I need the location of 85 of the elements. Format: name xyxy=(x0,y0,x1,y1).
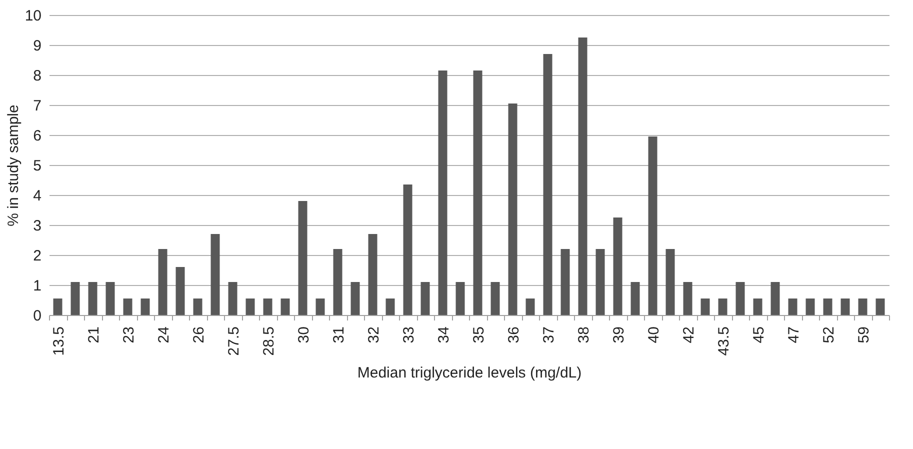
x-tick-label: 39 xyxy=(610,326,628,344)
y-tick-label: 9 xyxy=(33,38,42,54)
bar xyxy=(368,234,378,315)
x-tick-label: 38 xyxy=(575,326,592,344)
bar xyxy=(648,136,658,315)
bar xyxy=(123,298,132,315)
x-tick-label: 26 xyxy=(190,326,208,344)
x-tick-label: 45 xyxy=(750,326,768,344)
bar xyxy=(280,298,290,315)
bar xyxy=(140,298,150,315)
bar xyxy=(840,298,850,315)
bar xyxy=(543,54,552,315)
bar xyxy=(350,282,360,315)
bar xyxy=(596,249,605,315)
x-tick-label: 59 xyxy=(855,326,872,344)
bar xyxy=(316,298,325,315)
bar xyxy=(263,298,272,315)
y-tick-label: 5 xyxy=(33,158,42,174)
x-tick-label: 52 xyxy=(820,326,838,344)
bar xyxy=(683,282,692,315)
bar xyxy=(193,298,202,315)
bar xyxy=(806,298,815,315)
bar xyxy=(70,282,80,315)
x-tick-label: 32 xyxy=(365,326,382,344)
bar xyxy=(736,282,745,315)
y-tick-label: 10 xyxy=(24,8,42,24)
bar xyxy=(508,104,518,315)
x-tick-label: 23 xyxy=(120,326,138,344)
x-tick-label: 34 xyxy=(435,326,452,344)
y-tick-label: 8 xyxy=(33,68,42,84)
x-tick-label: 43.5 xyxy=(715,326,732,356)
bar xyxy=(630,282,640,315)
bar xyxy=(788,298,798,315)
bar xyxy=(666,249,675,315)
bar xyxy=(700,298,710,315)
bar xyxy=(420,282,430,315)
x-tick-label: 31 xyxy=(330,326,348,344)
x-tick-label: 28.5 xyxy=(260,326,278,356)
y-tick-label: 0 xyxy=(33,308,42,324)
bar xyxy=(823,298,832,315)
y-tick-label: 2 xyxy=(33,248,42,264)
bar xyxy=(770,282,780,315)
y-axis-title: % in study sample xyxy=(4,104,22,226)
x-tick-label: 47 xyxy=(785,326,802,344)
x-tick-label: 40 xyxy=(645,326,662,344)
y-tick-label: 4 xyxy=(33,188,42,204)
bar xyxy=(490,282,500,315)
x-tick-label: 13.5 xyxy=(50,326,68,356)
bar xyxy=(210,234,220,315)
bar xyxy=(613,218,622,315)
bar xyxy=(88,282,98,315)
y-tick-label: 7 xyxy=(33,98,42,114)
y-tick-label: 6 xyxy=(33,128,42,144)
bar xyxy=(876,298,885,315)
x-tick-label: 30 xyxy=(295,326,312,344)
bar xyxy=(858,298,868,315)
bar xyxy=(473,70,482,315)
x-tick-label: 35 xyxy=(470,326,488,344)
x-axis-title: Median triglyceride levels (mg/dL) xyxy=(357,364,582,382)
x-tick-label: 27.5 xyxy=(225,326,242,356)
bar xyxy=(246,298,255,315)
x-tick-label: 21 xyxy=(85,326,102,344)
bar xyxy=(53,298,62,315)
bar xyxy=(526,298,535,315)
x-tick-label: 24 xyxy=(155,326,172,344)
x-tick-label: 36 xyxy=(505,326,522,344)
bar xyxy=(578,38,588,315)
x-tick-label: 33 xyxy=(400,326,418,344)
y-tick-label: 3 xyxy=(33,218,42,234)
bar xyxy=(438,70,448,315)
bar xyxy=(298,201,308,315)
x-tick-label: 37 xyxy=(540,326,558,344)
bar xyxy=(386,298,395,315)
bar xyxy=(176,267,185,315)
x-tick-label: 42 xyxy=(680,326,698,344)
bar xyxy=(753,298,762,315)
y-tick-label: 1 xyxy=(33,278,42,294)
bar xyxy=(158,249,168,315)
bar xyxy=(333,249,342,315)
bar xyxy=(228,282,238,315)
bar xyxy=(456,282,465,315)
bar xyxy=(718,298,728,315)
bar xyxy=(560,249,570,315)
bar xyxy=(403,184,412,315)
bar xyxy=(106,282,115,315)
